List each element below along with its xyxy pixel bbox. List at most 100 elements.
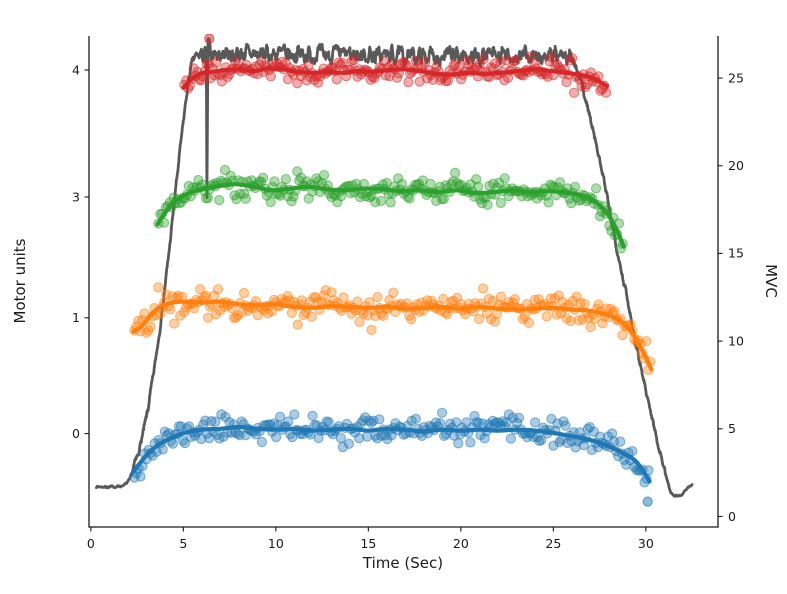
scatter-point (265, 196, 276, 208)
scatter-point (435, 418, 446, 429)
scatter-point (306, 311, 317, 322)
scatter-point (530, 417, 541, 428)
scatter-point (211, 57, 222, 68)
scatter-point (307, 410, 318, 421)
motor-unit-3-smoothed-line (155, 182, 626, 249)
scatter-point (354, 316, 365, 327)
scatter-point (453, 438, 464, 449)
scatter-point (573, 315, 584, 326)
scatter-point (410, 413, 421, 424)
motor-unit-3-scatter (153, 164, 628, 254)
axes-layer: 0 5 10 15 20 25 30 0 1 3 4 0 5 10 15 20 25 (72, 36, 744, 551)
scatter-point (541, 311, 552, 322)
scatter-point (375, 195, 387, 207)
scatter-point (465, 437, 476, 448)
scatter-point (312, 77, 324, 88)
series-motor-unit-4 (179, 34, 612, 98)
left-y-tick-label: 4 (72, 62, 80, 77)
scatter-point (510, 55, 521, 66)
scatter-point (554, 177, 566, 188)
scatter-point (202, 192, 213, 203)
scatter-point (335, 433, 346, 444)
scatter-point (568, 87, 580, 98)
right-y-tick-label: 15 (728, 246, 744, 261)
scatter-point (153, 282, 164, 293)
series-motor-unit-1 (129, 282, 656, 375)
scatter-point (368, 415, 379, 426)
scatter-point (326, 287, 337, 298)
scatter-point (471, 174, 482, 185)
scatter-point (289, 409, 300, 420)
x-tick-label: 10 (268, 536, 284, 551)
scatter-point (607, 428, 618, 439)
motor-unit-4-smoothed-line (181, 66, 610, 90)
scatter-point (188, 63, 199, 74)
x-tick-label: 0 (87, 536, 95, 551)
scatter-point (438, 193, 449, 205)
scatter-point (343, 438, 355, 449)
scatter-point (450, 167, 461, 178)
x-tick-label: 20 (453, 536, 469, 551)
scatter-point (218, 431, 229, 442)
axis-spines (88, 36, 719, 528)
scatter-point (203, 59, 214, 70)
scatter-point (256, 436, 267, 448)
scatter-point (161, 289, 172, 300)
scatter-outlier-point (204, 34, 215, 44)
scatter-point (495, 197, 506, 208)
scatter-point (570, 181, 581, 193)
scatter-point (348, 55, 359, 66)
scatter-point (560, 420, 571, 431)
left-y-axis-label: Motor units (11, 238, 29, 323)
scatter-point (283, 416, 294, 427)
scatter-point (332, 197, 343, 208)
scatter-point (495, 57, 506, 68)
scatter-point (133, 315, 144, 327)
scatter-point (385, 197, 396, 208)
scatter-point (476, 198, 487, 209)
scatter-point (509, 294, 521, 305)
scatter-point (393, 173, 404, 184)
scatter-point (403, 77, 414, 88)
scatter-point (313, 432, 324, 444)
scatter-point (543, 197, 554, 208)
scatter-point (499, 173, 510, 184)
scatter-point (230, 56, 241, 67)
scatter-point (561, 76, 572, 88)
plot-data-layer (95, 34, 694, 507)
scatter-point (495, 291, 507, 302)
scatter-point (478, 283, 489, 294)
scatter-point (414, 76, 425, 87)
scatter-point (175, 310, 186, 321)
scatter-point (265, 71, 276, 82)
scatter-point (627, 446, 638, 457)
scatter-point (318, 170, 330, 181)
scatter-point (210, 416, 221, 427)
left-y-tick-label: 1 (72, 310, 80, 325)
scatter-point (145, 321, 156, 332)
scatter-point (474, 313, 485, 325)
scatter-point (546, 52, 557, 63)
left-y-tick-label: 3 (72, 189, 80, 204)
motor-unit-4-scatter (179, 34, 612, 98)
x-tick-label: 25 (545, 536, 561, 551)
scatter-point (372, 292, 383, 303)
right-y-tick-label: 25 (728, 70, 744, 85)
scatter-point (331, 74, 342, 85)
scatter-point (296, 295, 307, 306)
scatter-outlier-point (642, 496, 653, 507)
scatter-point (258, 172, 269, 183)
scatter-point (473, 181, 484, 192)
scatter-point (482, 199, 493, 210)
scatter-point (615, 436, 626, 447)
scatter-point (575, 297, 586, 309)
motor-unit-1-scatter (129, 282, 656, 375)
scatter-point (179, 438, 191, 449)
scatter-point (214, 195, 225, 206)
scatter-point (536, 435, 547, 446)
scatter-point (213, 284, 224, 295)
right-y-tick-label: 0 (728, 509, 736, 524)
scatter-point (406, 314, 417, 325)
scatter-point (354, 433, 365, 444)
scatter-point (585, 321, 596, 333)
